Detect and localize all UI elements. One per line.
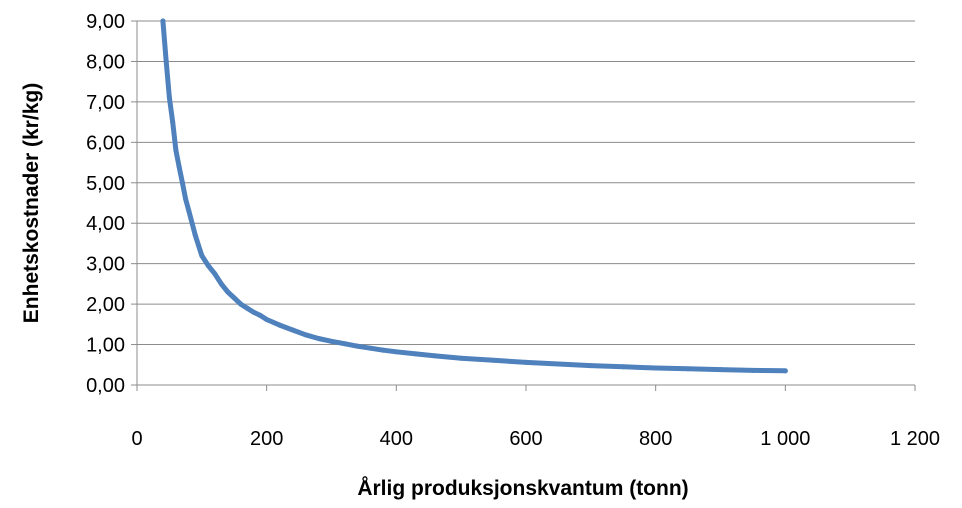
data-point xyxy=(303,332,309,338)
series-layer xyxy=(160,18,788,374)
data-point xyxy=(782,368,788,374)
axes xyxy=(131,20,916,391)
data-point xyxy=(173,147,179,153)
data-point xyxy=(186,208,192,214)
data-point xyxy=(179,180,185,186)
y-tick-label: 1,00 xyxy=(86,335,125,357)
x-tick-label: 0 xyxy=(131,428,142,450)
data-point xyxy=(316,335,322,341)
x-tick-label: 1 200 xyxy=(890,428,940,450)
data-point xyxy=(251,309,257,315)
data-point xyxy=(244,305,250,311)
data-point xyxy=(354,343,360,349)
data-point xyxy=(653,365,659,371)
data-point xyxy=(163,58,169,64)
data-point xyxy=(225,289,231,295)
data-point xyxy=(290,327,296,333)
data-point xyxy=(341,341,347,347)
data-point xyxy=(160,18,166,24)
data-point xyxy=(588,363,594,369)
x-tick-label: 600 xyxy=(509,428,542,450)
y-tick-label: 7,00 xyxy=(86,92,125,114)
y-tick-label: 0,00 xyxy=(86,375,125,397)
data-point xyxy=(199,253,205,259)
y-tick-label: 8,00 xyxy=(86,51,125,73)
x-axis-title: Årlig produksjonskvantum (tonn) xyxy=(357,476,688,500)
data-point xyxy=(329,338,334,344)
y-tick-label: 3,00 xyxy=(86,254,125,276)
y-tick-label: 5,00 xyxy=(86,173,125,195)
data-point xyxy=(183,196,189,202)
x-tick-label: 1 000 xyxy=(760,428,810,450)
data-point xyxy=(231,295,237,301)
data-point xyxy=(685,366,691,372)
y-tick-label: 9,00 xyxy=(86,11,125,33)
data-point xyxy=(432,353,438,359)
data-point xyxy=(555,361,561,367)
data-point xyxy=(523,359,529,365)
y-axis-title: Enhetskostnader (kr/kg) xyxy=(20,83,43,323)
data-point xyxy=(170,119,176,125)
data-point xyxy=(380,347,386,353)
y-tick-labels: 0,00 1,00 2,00 3,00 4,00 5,00 6,00 7,00 8,00 9,00 xyxy=(86,11,125,397)
gridlines xyxy=(137,20,915,346)
data-point xyxy=(238,301,244,307)
data-point xyxy=(367,345,373,351)
data-point xyxy=(257,312,263,318)
x-tick-label: 800 xyxy=(639,428,672,450)
y-tick-label: 6,00 xyxy=(86,132,125,154)
data-point xyxy=(205,263,211,269)
data-point xyxy=(192,232,198,238)
data-point xyxy=(176,164,182,170)
x-tick-labels: 0 200 400 600 800 1 000 1 200 xyxy=(131,428,940,450)
data-point xyxy=(218,281,224,287)
data-point xyxy=(750,367,756,373)
y-tick-label: 2,00 xyxy=(86,294,125,316)
x-tick-label: 200 xyxy=(250,428,283,450)
data-point xyxy=(393,349,399,355)
data-point xyxy=(277,322,283,328)
data-point xyxy=(166,95,172,101)
data-point xyxy=(458,355,464,361)
data-point xyxy=(212,271,218,277)
series-line xyxy=(160,18,788,374)
x-tick-label: 400 xyxy=(380,428,413,450)
y-tick-label: 4,00 xyxy=(86,213,125,235)
data-point xyxy=(718,367,723,373)
data-point xyxy=(413,351,419,357)
data-point xyxy=(620,364,626,370)
data-point xyxy=(491,357,497,363)
data-point xyxy=(264,316,270,322)
